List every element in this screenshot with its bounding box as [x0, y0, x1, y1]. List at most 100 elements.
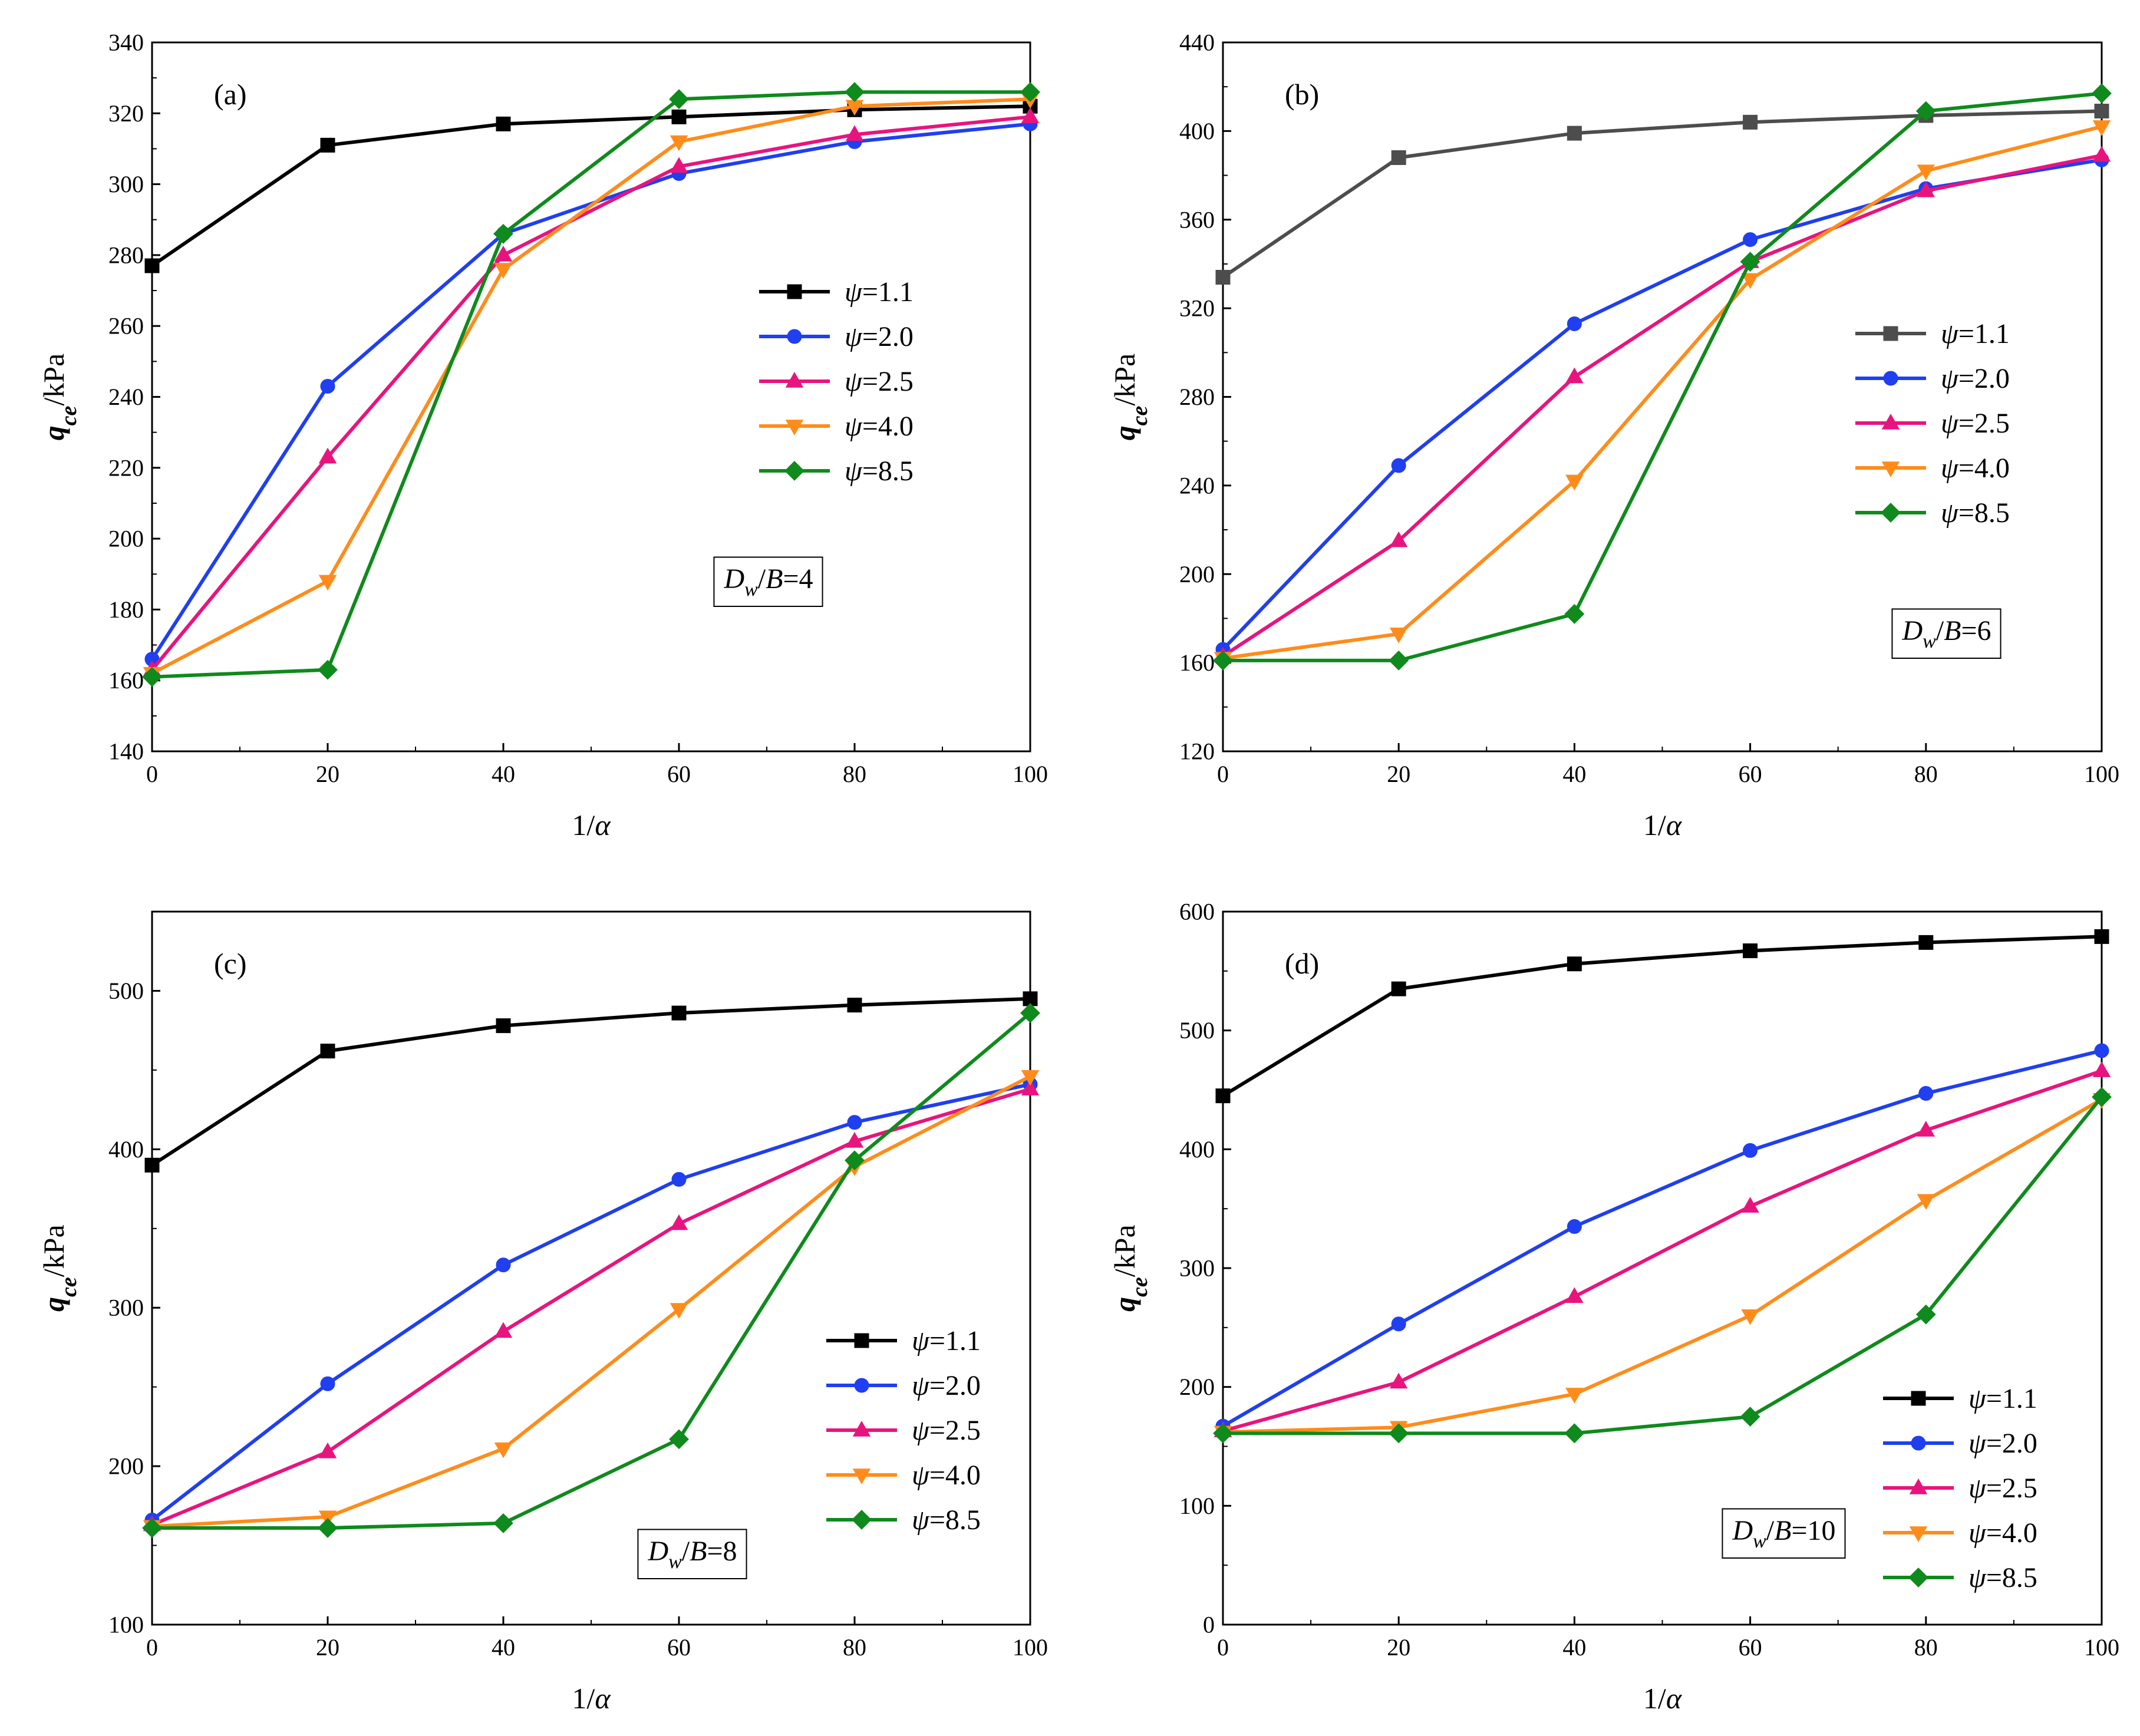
series-ψ=2.0: [1215, 1043, 2109, 1434]
data-point: [496, 1018, 511, 1034]
legend-label: ψ=8.5: [1941, 497, 2010, 529]
data-point: [1215, 1088, 1231, 1104]
x-tick-label: 20: [1387, 761, 1410, 787]
panel-label: (d): [1285, 947, 1319, 980]
data-point: [1741, 273, 1759, 289]
data-point: [670, 135, 688, 151]
data-point: [1213, 1423, 1233, 1444]
y-tick-label: 140: [108, 738, 144, 765]
annotation-box: [1891, 608, 2001, 659]
data-point: [1918, 935, 1934, 950]
legend-label: ψ=2.0: [845, 321, 914, 352]
chart-panel-a: 0 20 40 60 80 100 140 160 180 200 220 240 260 280 300 3…: [37, 29, 1048, 842]
data-point: [1743, 114, 1758, 130]
data-point: [1021, 1080, 1040, 1095]
data-point: [1567, 1219, 1582, 1234]
legend-marker: [1911, 1391, 1926, 1406]
series-ψ=8.5: [142, 1003, 1040, 1538]
legend-marker: [1909, 1526, 1928, 1543]
y-tick-label: 360: [1179, 206, 1215, 233]
data-point: [670, 1303, 688, 1319]
data-point: [142, 666, 162, 687]
chart-panel-d: 0 20 40 60 80 100 0 100 200 300 400 500 600 1/α qce/kP…: [1108, 899, 2119, 1715]
legend-marker: [1883, 371, 1898, 386]
y-tick-label: 180: [108, 596, 144, 623]
series-ψ=2.0: [1215, 152, 2109, 657]
data-point: [318, 1518, 338, 1538]
data-point: [847, 998, 862, 1013]
y-tick-label: 240: [1179, 472, 1215, 499]
x-tick-label: 100: [2084, 1634, 2119, 1661]
y-tick-label: 200: [108, 526, 144, 552]
data-point: [1021, 1070, 1040, 1086]
series-ψ=8.5: [1213, 1087, 2112, 1444]
data-point: [1565, 1287, 1584, 1303]
data-point: [1389, 1423, 1409, 1444]
y-tick-label: 120: [1179, 738, 1215, 765]
x-tick-label: 100: [1013, 761, 1048, 787]
series-line: [1222, 124, 2102, 661]
series-line: [1222, 109, 2102, 279]
series-ψ=8.5: [1213, 83, 2112, 671]
plot-frame: [151, 41, 1031, 753]
annotation-text: Dw/B=8: [647, 1536, 737, 1573]
data-point: [1391, 150, 1406, 165]
x-tick-label: 0: [1217, 761, 1229, 787]
legend-label: ψ=1.1: [1941, 318, 2010, 349]
y-tick-label: 160: [108, 667, 144, 694]
chart-panel-c: 0 20 40 60 80 100 100 200 300 400 500 1/α qce/kPa (c)…: [37, 910, 1048, 1715]
annotation: Dw/B=6: [1891, 608, 2001, 659]
data-point: [1743, 232, 1758, 247]
legend-marker: [852, 1420, 871, 1437]
x-axis-title: 1/α: [572, 1682, 611, 1715]
legend-label: ψ=2.5: [1941, 408, 2010, 439]
data-point: [845, 1131, 864, 1148]
x-tick-label: 60: [1739, 761, 1762, 787]
data-point: [493, 1513, 513, 1533]
legend-label: ψ=4.0: [1968, 1517, 2037, 1549]
data-point: [1740, 1407, 1760, 1427]
legend-label: ψ=4.0: [845, 411, 914, 442]
data-point: [1565, 1388, 1584, 1404]
data-point: [1917, 1121, 1935, 1137]
annotation: Dw/B=10: [1722, 1508, 1846, 1559]
series-ψ=1.1: [1215, 104, 2109, 285]
data-point: [1215, 269, 1231, 285]
legend-marker: [1881, 413, 1900, 430]
annotation-box: [1722, 1508, 1846, 1559]
legend-marker: [1883, 326, 1898, 341]
legend-marker: [852, 1468, 871, 1485]
data-point: [1917, 181, 1935, 197]
data-point: [494, 1322, 513, 1338]
x-tick-label: 100: [2084, 761, 2119, 787]
data-point: [1389, 650, 1409, 671]
y-tick-label: 400: [1179, 1136, 1215, 1163]
data-point: [496, 116, 511, 131]
annotation-box: [713, 556, 823, 607]
y-tick-label: 200: [1179, 561, 1215, 588]
x-axis-title: 1/α: [1643, 1682, 1683, 1715]
x-tick-label: 80: [1914, 1634, 1938, 1661]
x-axis-title: 1/α: [1643, 808, 1683, 841]
x-tick-label: 80: [843, 1634, 866, 1661]
series-line: [151, 90, 1030, 679]
legend-marker: [854, 1333, 869, 1348]
series-ψ=1.1: [144, 991, 1038, 1173]
series-line: [1221, 158, 2102, 651]
data-point: [1565, 367, 1584, 384]
data-point: [2092, 120, 2111, 136]
data-point: [1389, 628, 1408, 643]
data-point: [1391, 458, 1406, 473]
data-point: [320, 378, 335, 394]
data-point: [845, 125, 864, 141]
data-point: [1743, 1143, 1758, 1158]
data-point: [845, 1150, 865, 1171]
legend-marker: [787, 329, 802, 344]
legend-label: ψ=8.5: [1968, 1562, 2037, 1593]
series-line: [151, 97, 1031, 675]
panel-label: (c): [214, 947, 247, 980]
data-point: [2092, 83, 2112, 104]
y-tick-label: 400: [1179, 118, 1215, 144]
data-point: [144, 1157, 160, 1173]
y-tick-label: 200: [108, 1453, 144, 1480]
